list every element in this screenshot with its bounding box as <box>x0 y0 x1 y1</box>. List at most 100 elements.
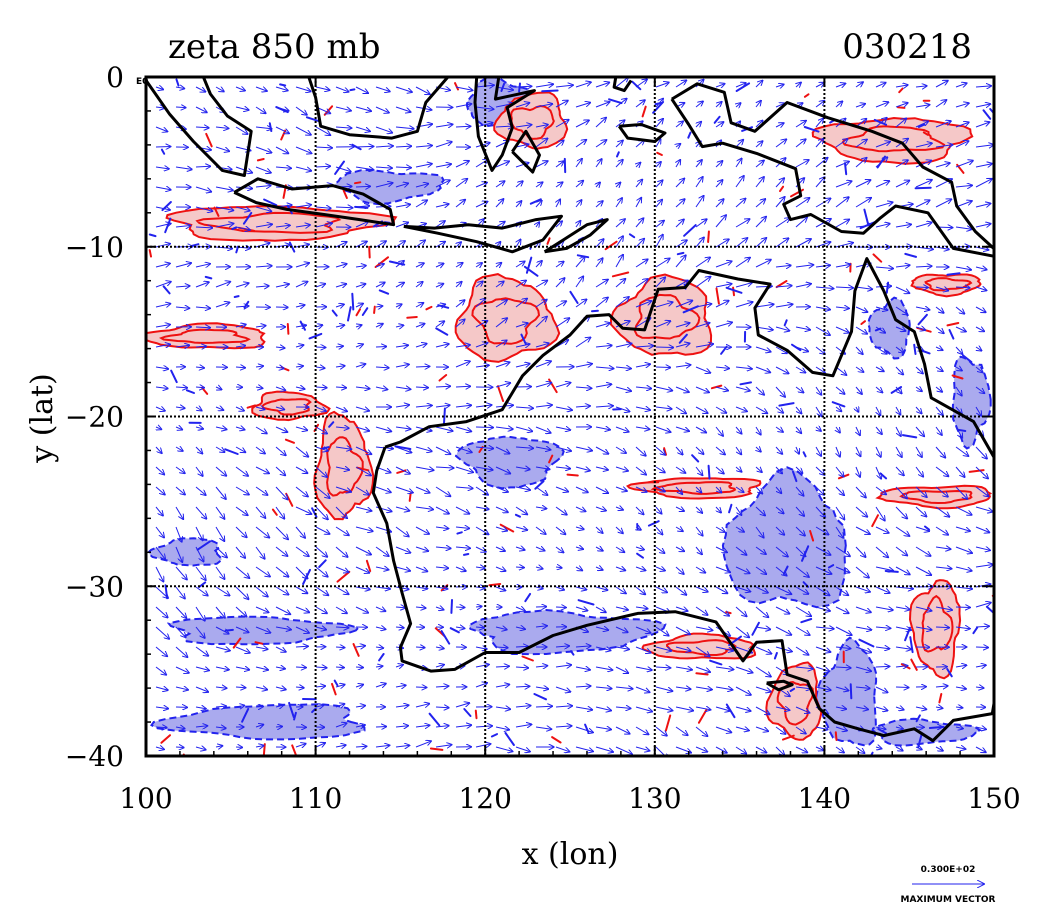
wind-vector <box>435 587 447 589</box>
wind-vector <box>275 347 285 348</box>
contour-fragment <box>962 354 973 363</box>
wind-vector <box>415 741 431 748</box>
wind-vector <box>175 87 184 89</box>
wind-vector <box>155 325 170 327</box>
wind-vector <box>195 646 208 656</box>
wind-vector <box>475 606 482 607</box>
wind-vector <box>435 405 450 407</box>
contour-fragment <box>213 206 220 217</box>
wind-vector <box>355 167 373 170</box>
wind-vector <box>195 486 206 495</box>
wind-vector <box>275 367 284 368</box>
wind-vector <box>375 106 389 113</box>
contour-fragment <box>725 611 732 615</box>
wind-vector <box>355 206 369 207</box>
negative-region-northwest-interior <box>454 435 565 490</box>
wind-vector <box>555 301 566 308</box>
contour-fragment <box>611 271 630 278</box>
wind-vector <box>415 366 429 367</box>
wind-vector <box>455 161 469 168</box>
contour-fragment <box>676 251 685 256</box>
wind-vector <box>415 200 427 208</box>
wind-vector <box>295 586 307 593</box>
contour-fragment <box>254 641 264 645</box>
wind-vector <box>355 242 367 248</box>
x-tick-label: 130 <box>628 782 681 815</box>
wind-vector <box>475 405 491 407</box>
wind-vector <box>575 726 593 732</box>
wind-vector <box>275 167 291 168</box>
wind-vector <box>595 547 603 551</box>
wind-vector <box>535 727 551 729</box>
wind-vector <box>175 407 185 408</box>
wind-vector <box>495 666 509 667</box>
wind-vector <box>355 706 365 707</box>
small-scale-contour-layer <box>148 78 994 756</box>
wind-vector <box>555 665 571 667</box>
contour-fragment <box>898 87 904 94</box>
contour-fragment <box>284 438 295 444</box>
wind-vector <box>375 486 391 492</box>
contour-fragment <box>802 451 807 458</box>
wind-vector <box>516 240 521 248</box>
wind-vector <box>175 447 183 451</box>
positive-region-inner-java-trench <box>195 211 342 234</box>
wind-vector <box>295 387 305 389</box>
negative-region-interior-east <box>721 466 847 609</box>
contour-fragment <box>271 508 278 516</box>
wind-vector <box>335 166 351 172</box>
date-label: 030218 <box>842 27 972 67</box>
wind-vector <box>155 304 170 307</box>
contour-fragment <box>342 189 348 199</box>
wind-vector <box>555 567 562 568</box>
wind-vector <box>175 263 191 268</box>
contour-fragment <box>915 714 921 723</box>
contour-fragment <box>449 627 460 634</box>
contour-fragment <box>488 583 502 587</box>
contour-fragment <box>570 650 575 656</box>
wind-vector <box>615 367 631 369</box>
wind-vector <box>155 486 165 495</box>
wind-vector <box>495 627 507 630</box>
wind-vector <box>295 86 311 91</box>
wind-vector <box>515 607 525 611</box>
wind-vector <box>535 161 548 168</box>
wind-vector <box>275 727 282 728</box>
wind-vector <box>255 146 271 153</box>
wind-vector <box>375 745 389 747</box>
wind-vector <box>415 405 432 407</box>
wind-vector <box>535 361 551 368</box>
wind-vector <box>235 667 249 670</box>
contour-fragment <box>989 108 994 115</box>
wind-vector <box>215 667 229 670</box>
positive-region-inner-timor-sea <box>471 297 541 345</box>
wind-vector <box>215 526 224 541</box>
wind-vector <box>395 106 411 112</box>
contour-fragment <box>463 708 472 717</box>
wind-vector <box>395 86 412 92</box>
wind-vector <box>595 727 611 730</box>
contour-fragment <box>256 158 265 162</box>
contour-fragment <box>707 464 711 480</box>
wind-vector <box>355 667 363 668</box>
wind-vector <box>575 406 590 407</box>
wind-vector <box>615 120 625 128</box>
wind-vector <box>615 219 625 228</box>
wind-vector <box>595 239 604 248</box>
wind-vector <box>355 587 370 589</box>
wind-vector <box>435 527 448 529</box>
wind-vector <box>275 687 286 690</box>
wind-vector <box>595 159 602 168</box>
y-tick-label: −40 <box>65 740 124 773</box>
wind-vector <box>415 647 425 648</box>
wind-vector <box>235 126 248 134</box>
wind-vector <box>575 446 592 451</box>
wind-vector <box>335 606 347 613</box>
wind-vector <box>415 486 430 493</box>
wind-vector <box>515 364 530 367</box>
wind-vector <box>235 306 249 307</box>
wind-vector <box>575 467 590 471</box>
contour-fragment <box>751 621 760 636</box>
wind-vector <box>175 606 186 618</box>
wind-vector <box>315 207 331 208</box>
